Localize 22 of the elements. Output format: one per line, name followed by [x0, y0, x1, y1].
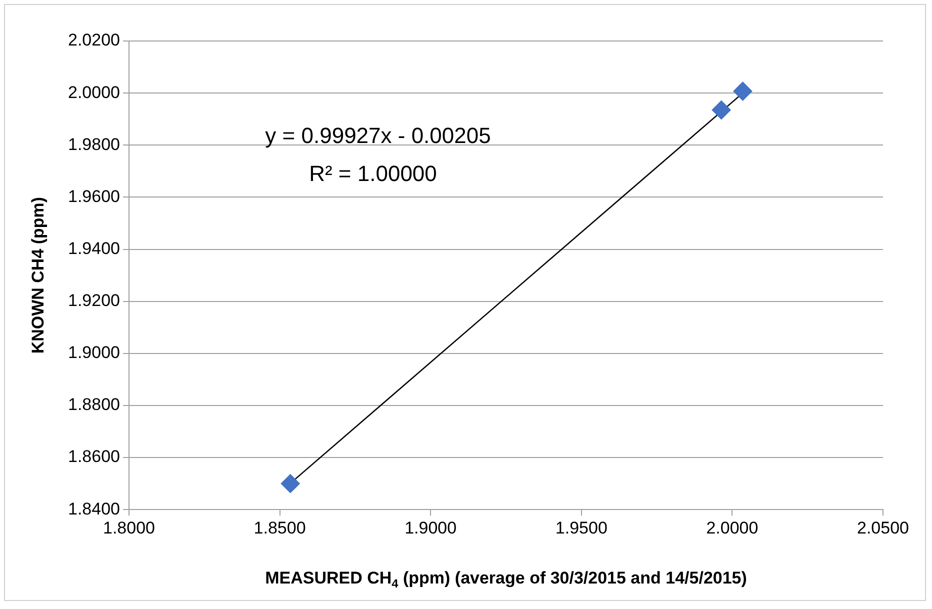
annotation: R² = 1.00000 [309, 161, 437, 186]
x-tick-label: 1.9000 [404, 518, 457, 538]
x-tick-label: 1.8000 [102, 518, 155, 538]
y-tick-label: 1.9200 [68, 291, 120, 310]
y-tick-label: 2.0000 [68, 82, 120, 102]
point [733, 82, 752, 101]
y-tick-label: 1.9600 [68, 186, 120, 206]
annotation: y = 0.99927x - 0.00205 [265, 123, 491, 148]
point [712, 100, 731, 120]
y-tick-label: 1.8400 [68, 499, 120, 518]
y-tick-label: 1.9400 [68, 238, 120, 258]
y-tick-label: 1.8800 [68, 395, 120, 414]
point [280, 474, 300, 494]
y-tick-label: 1.8600 [68, 447, 120, 466]
y-tick-label: 1.9800 [68, 134, 120, 154]
x-tick-label: 1.8500 [254, 518, 306, 538]
y-tick-label: 1.9000 [68, 343, 120, 362]
x-tick-label: 1.9500 [555, 518, 608, 538]
y-tick-label: 2.0200 [68, 30, 120, 50]
y-axis-title: KNOWN CH4 (ppm) [28, 196, 48, 354]
x-tick-label: 2.0000 [706, 518, 758, 538]
x-tick-label: 2.0500 [857, 518, 909, 538]
